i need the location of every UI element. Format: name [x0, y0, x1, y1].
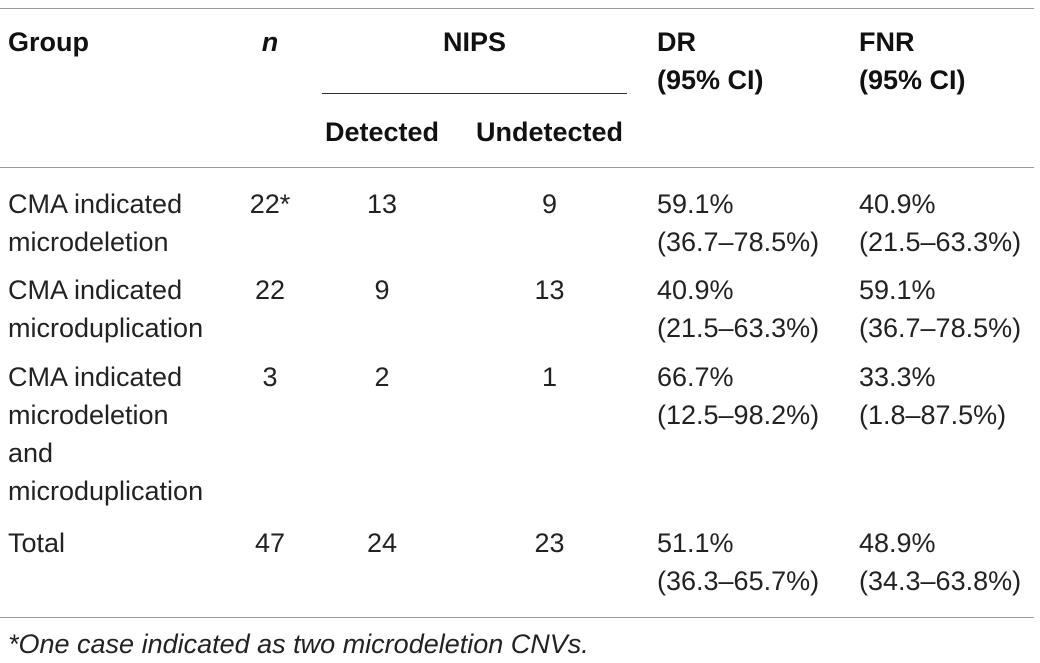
- header-n: n: [261, 27, 279, 57]
- cell-group-line: CMA indicated: [8, 362, 183, 392]
- cell-dr-value: 59.1%: [657, 189, 734, 219]
- cell-fnr-ci: (36.7–78.5%): [859, 313, 1022, 343]
- cell-fnr-value: 40.9%: [859, 189, 936, 219]
- header-group: Group: [8, 27, 89, 57]
- cell-n: 47: [254, 528, 286, 558]
- cell-dr-ci: (36.7–78.5%): [657, 227, 820, 257]
- table-top-rule: [0, 8, 1034, 9]
- cell-dr: 66.7% (12.5–98.2%): [657, 358, 819, 434]
- cell-fnr-ci: (34.3–63.8%): [859, 566, 1022, 596]
- header-fnr: FNR (95% CI): [859, 23, 966, 99]
- cell-fnr-value: 59.1%: [859, 275, 936, 305]
- cell-group-line: Total: [8, 528, 66, 558]
- cell-dr-value: 51.1%: [657, 528, 734, 558]
- cell-fnr: 48.9% (34.3–63.8%): [859, 524, 1021, 600]
- cell-group-line: CMA indicated: [8, 275, 183, 305]
- cell-dr-ci: (12.5–98.2%): [657, 400, 820, 430]
- cell-detected: 9: [374, 275, 390, 305]
- cell-group-line: and: [8, 438, 54, 468]
- cell-undetected: 9: [541, 189, 558, 219]
- cell-undetected: 1: [541, 362, 558, 392]
- cell-dr: 40.9% (21.5–63.3%): [657, 271, 819, 347]
- cell-n: 3: [262, 362, 278, 392]
- cell-fnr-ci: (21.5–63.3%): [859, 227, 1022, 257]
- cell-group-line: microduplication: [8, 476, 204, 506]
- cell-undetected: 13: [534, 275, 565, 305]
- header-dr: DR (95% CI): [657, 23, 764, 99]
- cell-group-line: microdeletion: [8, 227, 169, 257]
- table-footnote: *One case indicated as two microdeletion…: [8, 629, 589, 659]
- nips-rule: [322, 93, 627, 94]
- header-fnr-line: (95% CI): [859, 65, 966, 95]
- header-fnr-line: FNR: [859, 27, 915, 57]
- cell-fnr: 40.9% (21.5–63.3%): [859, 185, 1021, 261]
- cell-fnr: 59.1% (36.7–78.5%): [859, 271, 1021, 347]
- cell-dr-value: 66.7%: [657, 362, 734, 392]
- header-dr-line: (95% CI): [657, 65, 764, 95]
- cell-n: 22: [254, 275, 286, 305]
- cell-dr-value: 40.9%: [657, 275, 734, 305]
- cell-group-line: microdeletion: [8, 400, 169, 430]
- cell-dr-ci: (36.3–65.7%): [657, 566, 820, 596]
- cell-n: 22*: [249, 189, 291, 219]
- cell-fnr-value: 33.3%: [859, 362, 936, 392]
- header-dr-line: DR: [657, 27, 696, 57]
- cell-group-line: microduplication: [8, 313, 204, 343]
- cell-detected: 13: [366, 189, 398, 219]
- cell-group: CMA indicated microdeletion: [8, 185, 182, 261]
- header-bottom-rule: [0, 167, 1034, 168]
- cell-group: CMA indicated microduplication: [8, 271, 203, 347]
- cell-dr-ci: (21.5–63.3%): [657, 313, 820, 343]
- cell-fnr: 33.3% (1.8–87.5%): [859, 358, 1006, 434]
- cell-group: CMA indicated microdeletion and microdup…: [8, 358, 203, 510]
- cell-detected: 24: [366, 528, 398, 558]
- cell-fnr-value: 48.9%: [859, 528, 936, 558]
- cell-undetected: 23: [534, 528, 565, 558]
- header-nips: NIPS: [442, 27, 507, 57]
- cell-group: Total: [8, 524, 65, 562]
- table-bottom-rule: [0, 617, 1034, 618]
- cell-fnr-ci: (1.8–87.5%): [859, 400, 1007, 430]
- cell-dr: 51.1% (36.3–65.7%): [657, 524, 819, 600]
- header-detected: Detected: [324, 117, 440, 147]
- cell-detected: 2: [374, 362, 390, 392]
- header-undetected: Undetected: [475, 117, 624, 147]
- cell-dr: 59.1% (36.7–78.5%): [657, 185, 819, 261]
- cell-group-line: CMA indicated: [8, 189, 183, 219]
